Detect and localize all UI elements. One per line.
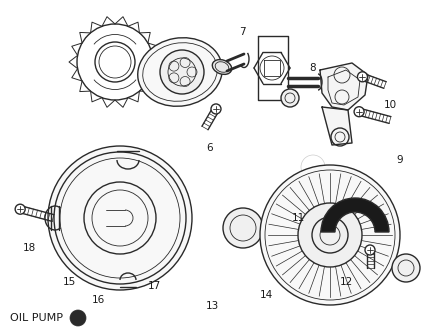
Text: 15: 15 — [62, 277, 76, 287]
Text: 8: 8 — [310, 63, 316, 73]
Circle shape — [260, 165, 400, 305]
Ellipse shape — [138, 38, 222, 106]
Text: 13: 13 — [205, 301, 219, 311]
Text: 9: 9 — [396, 155, 403, 165]
Text: XCMS: XCMS — [297, 180, 323, 189]
Text: 10: 10 — [384, 100, 396, 110]
Circle shape — [70, 310, 86, 326]
Text: 11: 11 — [291, 213, 305, 223]
Circle shape — [48, 146, 192, 290]
Text: 12: 12 — [339, 277, 353, 287]
Circle shape — [281, 89, 299, 107]
Text: 17: 17 — [147, 281, 161, 291]
Text: 14: 14 — [260, 290, 273, 300]
Circle shape — [354, 107, 364, 117]
Text: 16: 16 — [91, 295, 105, 305]
Circle shape — [392, 254, 420, 282]
Text: 18: 18 — [22, 243, 36, 253]
Circle shape — [357, 72, 368, 82]
Circle shape — [365, 245, 375, 255]
Circle shape — [211, 104, 221, 114]
Circle shape — [15, 204, 25, 214]
Text: OIL PUMP: OIL PUMP — [10, 313, 63, 323]
Text: www.cmsl.com: www.cmsl.com — [287, 193, 334, 198]
Circle shape — [223, 208, 263, 248]
Circle shape — [160, 50, 204, 94]
Text: 6: 6 — [206, 143, 213, 153]
Polygon shape — [322, 107, 352, 145]
Ellipse shape — [212, 59, 232, 74]
Polygon shape — [320, 63, 368, 110]
Wedge shape — [321, 198, 389, 232]
Text: 7: 7 — [239, 27, 245, 37]
Circle shape — [298, 203, 362, 267]
